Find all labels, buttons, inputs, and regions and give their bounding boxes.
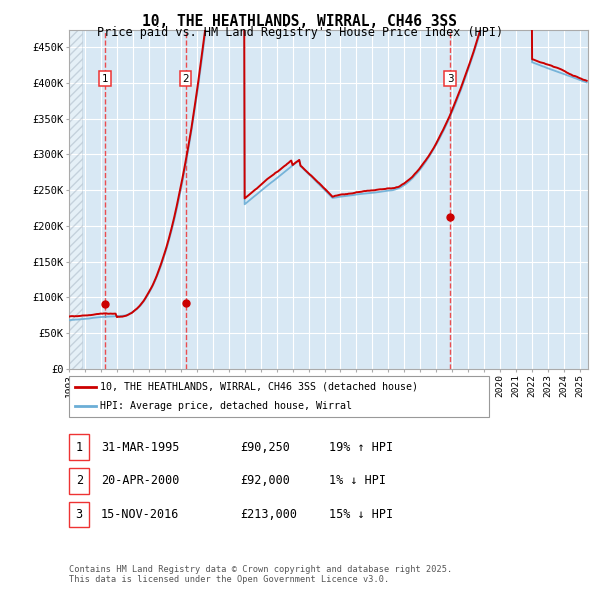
Text: 20-APR-2000: 20-APR-2000 [101, 474, 179, 487]
Text: Price paid vs. HM Land Registry's House Price Index (HPI): Price paid vs. HM Land Registry's House … [97, 26, 503, 39]
Text: 10, THE HEATHLANDS, WIRRAL, CH46 3SS: 10, THE HEATHLANDS, WIRRAL, CH46 3SS [143, 14, 458, 28]
Text: 10, THE HEATHLANDS, WIRRAL, CH46 3SS (detached house): 10, THE HEATHLANDS, WIRRAL, CH46 3SS (de… [100, 382, 418, 392]
Text: £213,000: £213,000 [240, 508, 297, 521]
Text: 3: 3 [447, 74, 454, 84]
Text: 2: 2 [76, 474, 83, 487]
Bar [69, 30, 82, 369]
Text: 1% ↓ HPI: 1% ↓ HPI [329, 474, 386, 487]
Text: 31-MAR-1995: 31-MAR-1995 [101, 441, 179, 454]
Text: 1: 1 [101, 74, 108, 84]
Text: 15% ↓ HPI: 15% ↓ HPI [329, 508, 393, 521]
Text: 2: 2 [182, 74, 189, 84]
Text: £92,000: £92,000 [240, 474, 290, 487]
Text: £90,250: £90,250 [240, 441, 290, 454]
Text: 1: 1 [76, 441, 83, 454]
Text: Contains HM Land Registry data © Crown copyright and database right 2025.
This d: Contains HM Land Registry data © Crown c… [69, 565, 452, 584]
Text: HPI: Average price, detached house, Wirral: HPI: Average price, detached house, Wirr… [100, 401, 352, 411]
Text: 3: 3 [76, 508, 83, 521]
Text: 15-NOV-2016: 15-NOV-2016 [101, 508, 179, 521]
Text: 19% ↑ HPI: 19% ↑ HPI [329, 441, 393, 454]
